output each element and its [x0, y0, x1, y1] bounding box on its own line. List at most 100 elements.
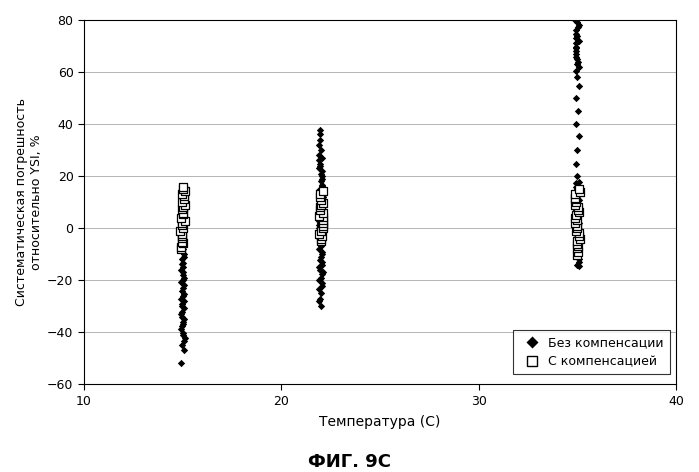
Point: [179, 281, 190, 289]
Point: [574, 185, 585, 193]
Point: [571, 185, 582, 193]
Point: [314, 213, 325, 221]
Point: [178, 185, 189, 193]
Point: [572, 242, 583, 250]
Point: [177, 341, 188, 349]
Point: [314, 295, 325, 303]
Point: [317, 191, 329, 199]
Point: [177, 240, 188, 247]
Point: [572, 261, 583, 269]
Point: [571, 216, 582, 223]
Point: [570, 219, 581, 227]
Point: [573, 133, 584, 140]
Point: [570, 211, 582, 219]
Point: [572, 204, 584, 212]
Point: [572, 248, 584, 256]
Point: [314, 245, 325, 253]
Y-axis label: Систематическая погрешность
относительно YSI, %: Систематическая погрешность относительно…: [15, 98, 43, 306]
Point: [178, 284, 189, 292]
Point: [571, 248, 582, 255]
Point: [315, 136, 326, 143]
Point: [317, 261, 328, 269]
Point: [313, 277, 324, 284]
Point: [179, 217, 190, 224]
Point: [573, 209, 584, 216]
Point: [317, 279, 328, 287]
Point: [315, 229, 326, 237]
Point: [313, 232, 324, 239]
Point: [317, 155, 328, 162]
Point: [176, 243, 187, 251]
Point: [179, 221, 190, 229]
Point: [314, 156, 325, 164]
Point: [572, 206, 584, 214]
Point: [175, 278, 187, 286]
Point: [177, 214, 188, 222]
Point: [313, 217, 324, 225]
Point: [315, 162, 326, 169]
Point: [317, 172, 328, 180]
Point: [176, 230, 187, 237]
Point: [570, 184, 582, 191]
Point: [572, 224, 583, 231]
Point: [177, 277, 188, 284]
Point: [570, 209, 582, 217]
Point: [315, 198, 326, 205]
Point: [177, 301, 188, 308]
Point: [177, 320, 188, 328]
Point: [178, 253, 189, 261]
Point: [315, 289, 326, 296]
Point: [314, 256, 325, 263]
Point: [572, 221, 583, 229]
Point: [314, 200, 325, 208]
Point: [315, 219, 326, 227]
Point: [570, 190, 581, 198]
Point: [178, 271, 189, 278]
Point: [177, 255, 188, 262]
Point: [571, 230, 582, 237]
Point: [574, 82, 585, 89]
Point: [316, 170, 327, 178]
Point: [316, 228, 327, 235]
Point: [570, 53, 582, 61]
Point: [177, 219, 188, 227]
Point: [570, 195, 581, 202]
Point: [176, 247, 187, 255]
Point: [177, 268, 188, 276]
Point: [316, 206, 327, 214]
Point: [177, 211, 188, 219]
Point: [570, 43, 581, 51]
Point: [317, 222, 329, 230]
Point: [572, 203, 584, 211]
Point: [573, 262, 584, 270]
Point: [572, 245, 584, 253]
Point: [574, 178, 585, 186]
Point: [177, 232, 188, 240]
Point: [315, 267, 326, 274]
Point: [573, 64, 584, 71]
Point: [176, 287, 187, 295]
Point: [574, 235, 585, 243]
Point: [178, 196, 189, 203]
Point: [176, 238, 187, 245]
Point: [178, 251, 189, 258]
Point: [179, 297, 190, 305]
Point: [178, 346, 189, 354]
Point: [573, 229, 584, 237]
Point: [177, 183, 188, 191]
Point: [570, 26, 582, 34]
Point: [317, 219, 329, 227]
Point: [574, 37, 585, 45]
Point: [315, 238, 326, 245]
Point: [572, 216, 584, 224]
Point: [570, 160, 582, 168]
Point: [179, 193, 190, 200]
Point: [573, 196, 584, 203]
Point: [574, 211, 585, 219]
Point: [317, 268, 329, 276]
Point: [175, 219, 187, 227]
Point: [175, 359, 187, 367]
Point: [179, 334, 190, 342]
Point: [572, 224, 584, 232]
Point: [178, 292, 189, 300]
